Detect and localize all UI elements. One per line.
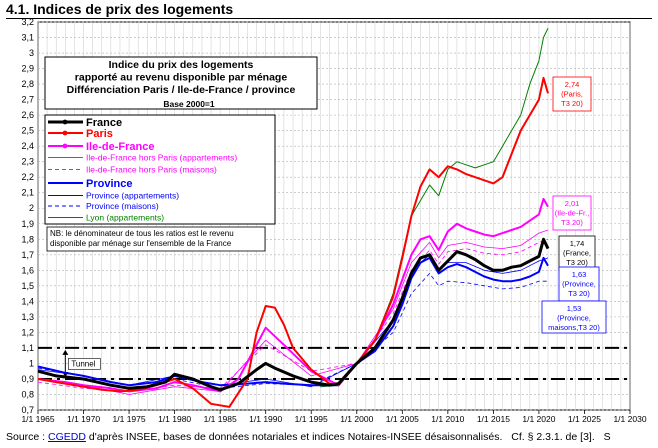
end-label-text: T3 20) [561, 99, 583, 108]
y-tick-label: 2,3 [21, 157, 34, 167]
legend-label: Ile-de-France hors Paris (appartements) [86, 153, 237, 163]
legend-label: Province [86, 178, 132, 190]
page-title: 4.1. Indices de prix des logements [6, 1, 234, 17]
chart-title-line: Différenciation Paris / Ile-de-France / … [67, 84, 296, 96]
tunnel-label: Tunnel [71, 359, 95, 368]
y-tick-label: 1 [29, 358, 34, 368]
end-label-text: maisons,T3 20) [548, 323, 600, 332]
end-label-text: T3 20) [561, 218, 583, 227]
legend-label: Province (appartements) [86, 191, 179, 201]
end-label-box [541, 300, 607, 334]
legend-label: Ile-de-France hors Paris (maisons) [86, 165, 217, 175]
end-label-box [558, 266, 600, 302]
title-divider [6, 18, 652, 19]
y-tick-label: 2 [29, 203, 34, 213]
end-label-box [552, 195, 592, 231]
source-line: Source : CGEDD d'après INSEE, bases de d… [6, 431, 611, 443]
legend-label: Province (maisons) [86, 201, 159, 211]
series-line-ile-de-france-hors-paris-maisons [37, 238, 549, 392]
tunnel-label-box [68, 358, 101, 370]
note-line: disponible par ménage sur l'ensemble de … [50, 239, 232, 248]
chart-title-box [44, 56, 318, 110]
y-tick-label: 3,1 [21, 33, 34, 43]
tunnel-arrow-head-up [62, 349, 69, 355]
end-label-text: (Paris, [561, 90, 583, 99]
x-tick-label: 1/1 2005 [386, 414, 419, 424]
legend-label: Lyon (appartements) [86, 213, 164, 223]
cgedd-link[interactable]: CGEDD [48, 431, 86, 443]
y-tick-label: 1,9 [21, 219, 34, 229]
y-tick-label: 2,5 [21, 126, 34, 136]
y-tick-label: 1,2 [21, 327, 34, 337]
series-line-france [37, 237, 550, 392]
y-tick-label: 2,2 [21, 172, 34, 182]
legend-swatch-marker [62, 130, 68, 136]
y-tick-label: 2,1 [21, 188, 34, 198]
x-tick-label: 1/1 1995 [295, 414, 328, 424]
x-tick-label: 1/1 1985 [204, 414, 237, 424]
x-tick-label: 1/1 2015 [477, 414, 510, 424]
x-tick-label: 1/1 1965 [21, 414, 54, 424]
source-cut-text: S [603, 431, 611, 443]
chart-title-line: Indice du prix des logements [109, 59, 254, 71]
price-index-chart: 0,7 0,8 0,9 1 1,1 1,2 1,3 1,4 1,5 1,6 1,7 1,8 1,9 2 2,… [21, 17, 646, 424]
legend-label: France [86, 117, 122, 129]
end-label-text: (Province, [557, 314, 591, 323]
end-label-text: (Ile-de-Fr., [555, 209, 590, 218]
series-line-ile-de-france [37, 197, 549, 393]
y-tick-label: 2,4 [21, 141, 34, 151]
x-tick-label: 1/1 2020 [522, 414, 555, 424]
end-label-text: 2,74 [565, 80, 580, 89]
series-line-province-maisons [37, 272, 548, 389]
series-line-ile-de-france-hors-paris-appartements [37, 229, 549, 395]
end-label-text: (Province, [562, 280, 596, 289]
source-reference: Cf. § 2.3.1. de [3]. [511, 431, 595, 443]
y-tick-label: 1,5 [21, 281, 34, 291]
x-tick-label: 1/1 2030 [613, 414, 646, 424]
end-label-text: (France, [563, 249, 591, 258]
end-label-text: T3 20) [566, 258, 588, 267]
x-tick-label: 1/1 2010 [431, 414, 464, 424]
y-tick-label: 2,7 [21, 95, 34, 105]
y-tick-label: 0,9 [21, 374, 34, 384]
x-tick-label: 1/1 1975 [113, 414, 146, 424]
end-label-text: 1,63 [572, 270, 587, 279]
x-tick-label: 1/1 2025 [568, 414, 601, 424]
y-tick-label: 2,6 [21, 110, 34, 120]
end-label-text: 1,74 [570, 239, 585, 248]
y-tick-label: 0,8 [21, 389, 34, 399]
end-label-box [558, 235, 596, 271]
note-line: NB: le dénominateur de tous les ratios e… [50, 229, 234, 238]
end-label-text: 1,53 [567, 304, 582, 313]
y-tick-label: 1,8 [21, 234, 34, 244]
source-label: Source : [6, 431, 46, 443]
x-tick-label: 1/1 1970 [67, 414, 100, 424]
legend-box [44, 114, 276, 225]
y-tick-label: 1,1 [21, 343, 34, 353]
chart-subtitle: Base 2000=1 [163, 99, 215, 109]
x-tick-label: 1/1 1990 [249, 414, 282, 424]
end-label-text: 2,01 [565, 199, 580, 208]
end-label-box [552, 76, 592, 112]
source-text: d'après INSEE, bases de données notarial… [88, 431, 503, 443]
y-tick-label: 1,3 [21, 312, 34, 322]
y-tick-label: 1,4 [21, 296, 34, 306]
x-tick-label: 1/1 1980 [158, 414, 191, 424]
note-box [46, 226, 266, 252]
y-tick-label: 3,2 [21, 17, 34, 27]
x-tick-label: 1/1 2000 [340, 414, 373, 424]
y-tick-label: 2,9 [21, 64, 34, 74]
y-tick-label: 1,6 [21, 265, 34, 275]
y-tick-label: 2,8 [21, 79, 34, 89]
y-tick-label: 1,7 [21, 250, 34, 260]
legend-swatch-marker [62, 119, 68, 125]
y-tick-label: 3 [29, 48, 34, 58]
end-label-text: T3 20) [568, 289, 590, 298]
legend-label: Ile-de-France [86, 141, 154, 153]
legend-swatch-marker [62, 143, 68, 149]
y-tick-label: 0,7 [21, 405, 34, 415]
legend-label: Paris [86, 128, 113, 140]
chart-title-line: rapporté au revenu disponible par ménage [75, 72, 288, 84]
